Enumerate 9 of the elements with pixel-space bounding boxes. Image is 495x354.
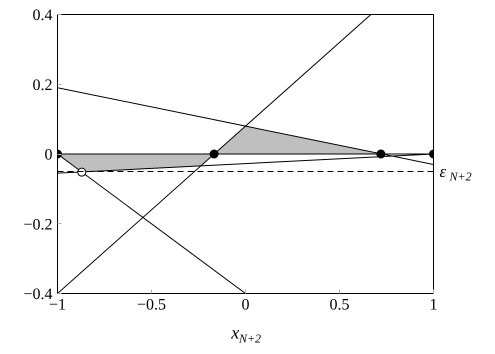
y-tick-label: 0.4 xyxy=(32,7,52,24)
y-tick-label: −0.4 xyxy=(23,286,53,303)
x-tick-label: 0.5 xyxy=(330,296,350,314)
x-tick-label: 1 xyxy=(430,296,438,314)
y-tick-label: 0.2 xyxy=(32,76,52,94)
y-tick-label: 0 xyxy=(44,146,52,164)
x-tick-label: −0.5 xyxy=(136,296,166,314)
y-tick-label: −0.2 xyxy=(23,216,53,234)
x-tick-label: 0 xyxy=(242,296,250,314)
